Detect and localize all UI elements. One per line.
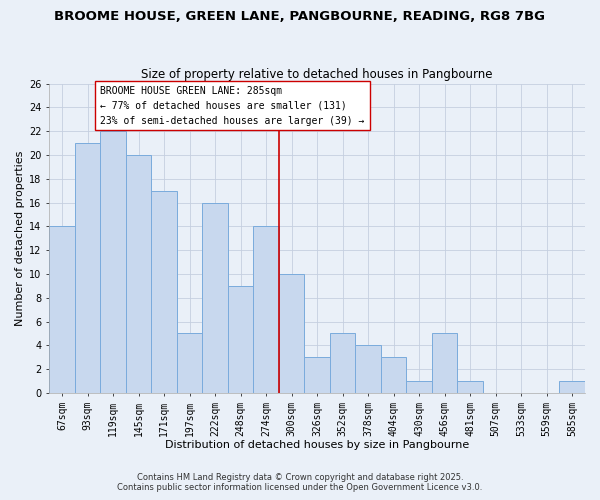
Bar bbox=[330, 334, 355, 393]
Bar bbox=[406, 381, 432, 393]
Bar bbox=[381, 357, 406, 393]
Bar bbox=[202, 202, 228, 393]
Bar bbox=[177, 334, 202, 393]
Bar bbox=[304, 357, 330, 393]
Bar bbox=[279, 274, 304, 393]
X-axis label: Distribution of detached houses by size in Pangbourne: Distribution of detached houses by size … bbox=[165, 440, 469, 450]
Text: BROOME HOUSE GREEN LANE: 285sqm
← 77% of detached houses are smaller (131)
23% o: BROOME HOUSE GREEN LANE: 285sqm ← 77% of… bbox=[100, 86, 365, 126]
Bar bbox=[559, 381, 585, 393]
Bar bbox=[228, 286, 253, 393]
Text: Contains HM Land Registry data © Crown copyright and database right 2025.
Contai: Contains HM Land Registry data © Crown c… bbox=[118, 473, 482, 492]
Text: BROOME HOUSE, GREEN LANE, PANGBOURNE, READING, RG8 7BG: BROOME HOUSE, GREEN LANE, PANGBOURNE, RE… bbox=[55, 10, 545, 23]
Bar bbox=[49, 226, 75, 393]
Bar bbox=[355, 346, 381, 393]
Bar bbox=[75, 143, 100, 393]
Bar bbox=[253, 226, 279, 393]
Y-axis label: Number of detached properties: Number of detached properties bbox=[15, 150, 25, 326]
Bar bbox=[100, 131, 126, 393]
Bar bbox=[432, 334, 457, 393]
Bar bbox=[457, 381, 483, 393]
Bar bbox=[126, 155, 151, 393]
Bar bbox=[151, 190, 177, 393]
Title: Size of property relative to detached houses in Pangbourne: Size of property relative to detached ho… bbox=[142, 68, 493, 81]
